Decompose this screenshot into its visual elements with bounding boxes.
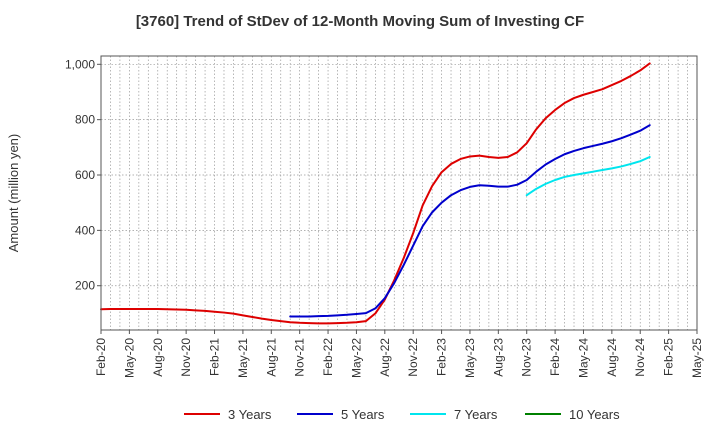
x-tick-label: Nov-23 bbox=[520, 338, 534, 377]
x-tick-label: Feb-20 bbox=[94, 338, 108, 376]
y-tick-label: 1,000 bbox=[65, 57, 95, 71]
x-tick-label: Nov-20 bbox=[179, 338, 193, 377]
x-tick-label: Aug-21 bbox=[264, 338, 278, 377]
legend-label: 10 Years bbox=[569, 407, 620, 422]
plot-grid bbox=[101, 56, 697, 330]
x-tick-label: Feb-22 bbox=[321, 338, 335, 376]
x-tick-label: Nov-24 bbox=[633, 338, 647, 377]
x-tick-label: Aug-24 bbox=[605, 338, 619, 377]
x-tick-label: May-25 bbox=[690, 338, 704, 378]
plot-series bbox=[100, 62, 651, 325]
x-tick-label: May-24 bbox=[576, 338, 590, 378]
x-tick-label: Feb-25 bbox=[662, 338, 676, 376]
x-tick-label: Feb-23 bbox=[435, 338, 449, 376]
legend-label: 3 Years bbox=[228, 407, 272, 422]
chart-title: [3760] Trend of StDev of 12-Month Moving… bbox=[136, 13, 584, 30]
y-tick-label: 600 bbox=[75, 168, 95, 182]
x-tick-label: Feb-24 bbox=[548, 338, 562, 376]
y-axis-label: Amount (million yen) bbox=[6, 134, 21, 253]
x-tick-label: Nov-21 bbox=[293, 338, 307, 377]
y-tick-label: 800 bbox=[75, 113, 95, 127]
series-line-5-years bbox=[289, 124, 651, 318]
x-tick-label: May-23 bbox=[463, 338, 477, 378]
series-line-7-years bbox=[525, 156, 651, 197]
plot-frame bbox=[100, 55, 698, 331]
x-axis-ticks: Feb-20 May-20 Aug-20 Nov-20 Feb-21 May-21 Aug-… bbox=[94, 330, 704, 378]
series-line-3-years bbox=[100, 62, 651, 325]
legend-label: 7 Years bbox=[454, 407, 498, 422]
x-tick-label: Aug-22 bbox=[378, 338, 392, 377]
y-tick-label: 400 bbox=[75, 223, 95, 237]
y-axis-ticks: 200 400 600 800 1,000 bbox=[65, 57, 101, 293]
x-tick-label: Nov-22 bbox=[406, 338, 420, 377]
x-tick-label: Aug-20 bbox=[151, 338, 165, 377]
x-tick-label: May-21 bbox=[236, 338, 250, 378]
legend: 3 Years 5 Years 7 Years 10 Years bbox=[184, 407, 620, 422]
x-tick-label: May-22 bbox=[349, 338, 363, 378]
x-tick-label: Feb-21 bbox=[208, 338, 222, 376]
x-tick-label: May-20 bbox=[122, 338, 136, 378]
x-tick-label: Aug-23 bbox=[491, 338, 505, 377]
y-tick-label: 200 bbox=[75, 279, 95, 293]
legend-label: 5 Years bbox=[341, 407, 385, 422]
